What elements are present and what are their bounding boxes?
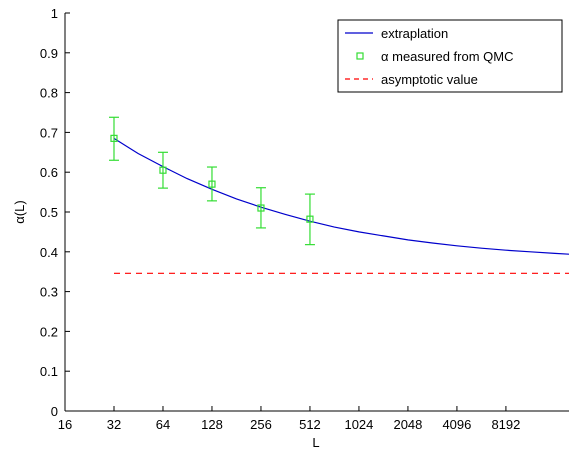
legend-label-extrapolation: extraplation xyxy=(381,26,448,41)
legend-label-asymptotic: asymptotic value xyxy=(381,72,478,87)
x-ticks: 16 32 64 128 256 512 1024 2048 4096 8192 xyxy=(58,406,520,432)
series-layer xyxy=(108,116,569,274)
y-tick-label: 0.6 xyxy=(40,165,58,180)
qmc-data-point xyxy=(306,215,314,223)
x-axis-label: L xyxy=(312,435,319,450)
x-tick-label: 128 xyxy=(201,417,223,432)
qmc-data-point xyxy=(257,204,265,212)
x-tick-label: 256 xyxy=(250,417,272,432)
legend-swatch-qmc xyxy=(356,52,364,60)
qmc-data-point xyxy=(110,134,118,142)
y-tick-label: 1 xyxy=(51,6,58,21)
qmc-data-point xyxy=(159,166,167,174)
x-tick-label: 1024 xyxy=(344,417,373,432)
extrapolation-line xyxy=(113,137,569,255)
x-tick-label: 16 xyxy=(58,417,72,432)
x-tick-label: 8192 xyxy=(491,417,520,432)
x-tick-label: 64 xyxy=(156,417,170,432)
legend: extraplation α measured from QMC asympto… xyxy=(337,19,563,93)
x-tick-label: 2048 xyxy=(393,417,422,432)
y-tick-label: 0.3 xyxy=(40,285,58,300)
y-ticks: 0 0.1 0.2 0.3 0.4 0.5 0.6 0.7 0.8 0.9 1 xyxy=(40,6,70,419)
y-tick-label: 0.7 xyxy=(40,125,58,140)
y-tick-label: 0.2 xyxy=(40,324,58,339)
y-tick-label: 0.1 xyxy=(40,364,58,379)
x-tick-label: 512 xyxy=(299,417,321,432)
y-tick-label: 0.9 xyxy=(40,46,58,61)
legend-label-qmc: α measured from QMC xyxy=(381,49,514,64)
legend-box xyxy=(337,19,563,93)
x-tick-label: 32 xyxy=(107,417,121,432)
y-tick-label: 0.5 xyxy=(40,205,58,220)
plot-area: 0 0.1 0.2 0.3 0.4 0.5 0.6 0.7 0.8 0.9 1 16 32 64 128 2… xyxy=(40,6,569,432)
y-axis-label: α(L) xyxy=(12,200,27,223)
y-tick-label: 0.8 xyxy=(40,86,58,101)
qmc-data-point xyxy=(208,180,216,188)
x-tick-label: 4096 xyxy=(442,417,471,432)
y-tick-label: 0 xyxy=(51,404,58,419)
y-tick-label: 0.4 xyxy=(40,245,58,260)
